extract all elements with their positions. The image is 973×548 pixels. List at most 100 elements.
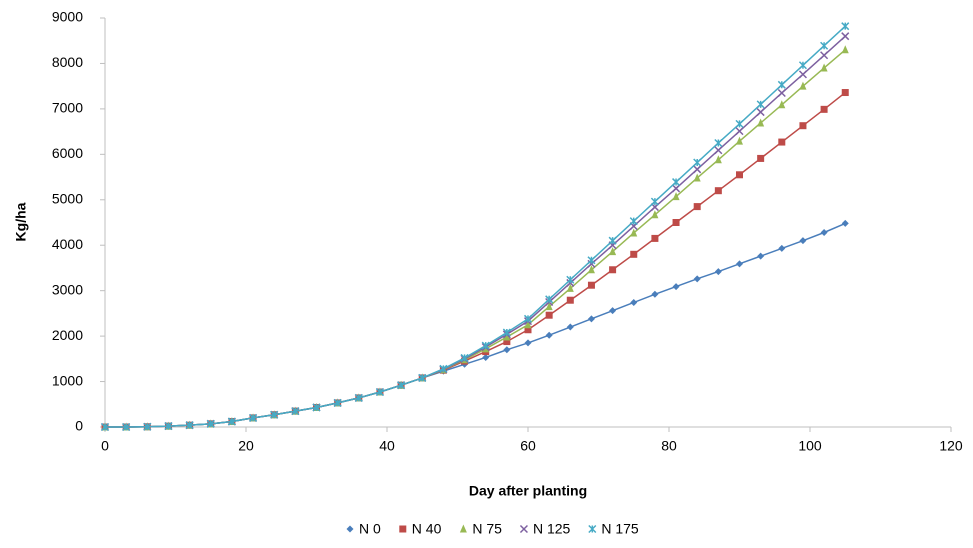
marker — [821, 106, 828, 113]
marker — [630, 299, 637, 306]
x-tick-label: 80 — [661, 438, 677, 454]
marker — [525, 339, 532, 346]
y-tick-label: 8000 — [52, 54, 83, 70]
marker — [821, 52, 828, 59]
marker — [651, 198, 658, 205]
marker — [589, 526, 596, 533]
marker — [736, 128, 743, 135]
marker — [630, 228, 637, 236]
x-tick-label: 60 — [520, 438, 536, 454]
marker — [778, 245, 785, 252]
chart: Day after planting Kg/ha 010002000300040… — [0, 0, 973, 548]
marker — [651, 235, 658, 242]
marker — [736, 120, 743, 127]
marker — [673, 283, 680, 290]
marker — [546, 332, 553, 339]
marker — [673, 219, 680, 226]
marker — [673, 192, 680, 200]
marker — [715, 155, 722, 163]
marker — [588, 315, 595, 322]
x-axis-title: Day after planting — [469, 483, 587, 499]
y-axis-title: Kg/ha — [13, 202, 29, 241]
marker — [503, 346, 510, 353]
marker — [778, 81, 785, 88]
marker — [821, 229, 828, 236]
marker — [609, 266, 616, 273]
marker — [694, 203, 701, 210]
marker — [842, 23, 849, 30]
marker — [694, 159, 701, 166]
marker — [651, 291, 658, 298]
marker — [715, 147, 722, 154]
series-line — [105, 93, 845, 427]
marker — [821, 42, 828, 49]
marker — [799, 71, 806, 78]
marker — [821, 63, 828, 71]
y-tick-label: 9000 — [52, 9, 83, 25]
marker — [842, 89, 849, 96]
marker — [694, 166, 701, 173]
marker — [736, 171, 743, 178]
marker — [673, 179, 680, 186]
x-tick-label: 0 — [101, 438, 109, 454]
y-tick-label: 0 — [75, 418, 83, 434]
y-tick-label: 2000 — [52, 327, 83, 343]
marker — [651, 210, 658, 218]
legend-label: N 0 — [359, 521, 381, 537]
x-tick-label: 20 — [238, 438, 254, 454]
legend-label: N 75 — [472, 521, 502, 537]
x-tick-label: 100 — [798, 438, 822, 454]
series-line — [105, 50, 845, 427]
y-tick-label: 5000 — [52, 190, 83, 206]
series-line — [105, 36, 845, 427]
marker — [736, 260, 743, 267]
marker — [757, 253, 764, 260]
y-tick-label: 3000 — [52, 281, 83, 297]
marker — [778, 139, 785, 146]
x-tick-label: 40 — [379, 438, 395, 454]
marker — [757, 155, 764, 162]
marker — [757, 118, 764, 126]
marker — [460, 525, 467, 533]
marker — [799, 62, 806, 69]
marker — [588, 257, 595, 264]
legend-label: N 175 — [601, 521, 639, 537]
marker — [546, 312, 553, 319]
marker — [842, 220, 849, 227]
marker — [842, 33, 849, 40]
marker — [757, 101, 764, 108]
marker — [715, 187, 722, 194]
x-tick-label: 120 — [939, 438, 963, 454]
marker — [609, 237, 616, 244]
marker — [715, 139, 722, 146]
series-line — [105, 223, 845, 427]
marker — [694, 173, 701, 181]
marker — [609, 307, 616, 314]
y-tick-label: 6000 — [52, 145, 83, 161]
marker — [778, 100, 785, 108]
marker — [736, 137, 743, 145]
marker — [799, 122, 806, 129]
legend-label: N 40 — [412, 521, 442, 537]
marker — [567, 324, 574, 331]
marker — [630, 218, 637, 225]
marker — [778, 89, 785, 96]
series-line — [105, 26, 845, 427]
marker — [694, 275, 701, 282]
marker — [842, 45, 849, 53]
marker — [799, 237, 806, 244]
y-tick-label: 7000 — [52, 100, 83, 116]
marker — [715, 268, 722, 275]
y-tick-label: 4000 — [52, 236, 83, 252]
marker — [757, 109, 764, 116]
marker — [520, 526, 527, 533]
marker — [567, 297, 574, 304]
legend-label: N 125 — [533, 521, 571, 537]
marker — [630, 251, 637, 258]
y-tick-label: 1000 — [52, 372, 83, 388]
marker — [399, 526, 406, 533]
marker — [799, 82, 806, 90]
marker — [673, 185, 680, 192]
marker — [347, 526, 354, 533]
marker — [588, 282, 595, 289]
